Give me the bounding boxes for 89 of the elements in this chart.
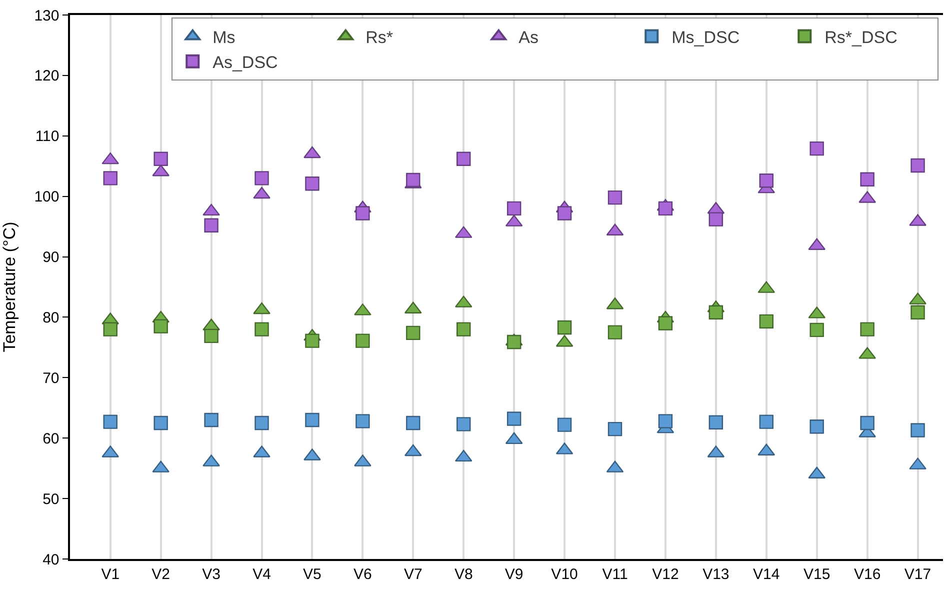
y-tick-label: 110 (35, 128, 60, 146)
x-tick-label: V7 (404, 566, 422, 583)
y-tick-label: 70 (42, 370, 60, 387)
x-tick-label: V2 (152, 566, 170, 583)
point (305, 176, 320, 191)
point (608, 422, 622, 436)
x-tick-label: V3 (202, 566, 220, 583)
point (204, 412, 218, 428)
point (910, 158, 925, 173)
point (253, 302, 270, 314)
x-tick-label: V16 (854, 566, 881, 583)
legend-label: As (518, 28, 538, 47)
legend-label: As_DSC (212, 53, 278, 72)
point (608, 190, 622, 205)
point (810, 322, 824, 338)
y-tick-label: 120 (34, 68, 60, 85)
point (557, 206, 572, 220)
point (860, 416, 874, 430)
point (506, 201, 522, 216)
point (708, 305, 724, 320)
point (202, 204, 220, 216)
point (406, 326, 420, 340)
x-tick-label: V13 (702, 566, 730, 583)
legend-label: Ms (212, 28, 236, 47)
point (658, 414, 673, 428)
y-tick-label: 100 (34, 188, 60, 206)
point (810, 141, 824, 156)
x-tick-label: V10 (551, 566, 578, 583)
point (759, 174, 774, 188)
x-tick-label: V9 (504, 566, 524, 583)
point (305, 412, 320, 428)
y-tick-label: 40 (42, 551, 60, 568)
y-tick-label: 90 (42, 249, 60, 266)
point (506, 412, 522, 426)
point (254, 322, 269, 336)
point (506, 334, 522, 350)
point (103, 171, 118, 186)
point (103, 322, 118, 336)
point (759, 314, 774, 329)
x-tick-label: V12 (652, 566, 679, 583)
x-tick-label: V14 (753, 566, 780, 583)
point (204, 218, 218, 232)
point (154, 319, 168, 334)
x-tick-label: V1 (101, 566, 120, 583)
point (103, 414, 118, 429)
point (608, 325, 622, 340)
point (708, 212, 724, 226)
point (708, 415, 724, 430)
point (658, 201, 673, 216)
point (154, 416, 168, 430)
y-tick-label: 80 (42, 309, 60, 326)
point (860, 322, 874, 336)
point (557, 320, 572, 335)
x-tick-label: V11 (602, 566, 628, 583)
point (304, 146, 321, 158)
x-tick-label: V17 (904, 566, 932, 583)
x-tick-label: V4 (252, 566, 271, 583)
point (456, 417, 471, 432)
point (356, 206, 370, 220)
point (406, 172, 420, 188)
point (254, 171, 269, 186)
point (759, 414, 774, 429)
point (254, 416, 269, 430)
point (154, 152, 168, 166)
y-tick-label: 60 (42, 430, 60, 448)
x-tick-label: V6 (354, 566, 372, 583)
x-tick-label: V5 (303, 566, 322, 583)
point (456, 152, 471, 166)
point (356, 334, 370, 348)
x-tick-label: V15 (803, 566, 830, 583)
legend-label: Rs* (366, 28, 394, 47)
point (305, 334, 320, 348)
point (204, 328, 218, 344)
point (356, 414, 370, 428)
point (810, 420, 824, 434)
y-tick-label: 130 (34, 7, 60, 24)
point (456, 322, 471, 336)
point (860, 172, 874, 187)
y-axis-title: Temperature (°C) (0, 222, 19, 352)
legend-label: Rs*_DSC (824, 28, 898, 47)
point (557, 418, 572, 432)
x-tick-label: V8 (454, 566, 473, 583)
point (406, 416, 420, 430)
point (910, 305, 925, 320)
point (253, 186, 270, 199)
point (658, 316, 673, 330)
legend-label: Ms_DSC (672, 28, 740, 47)
y-tick-label: 50 (42, 490, 60, 508)
point (910, 423, 925, 438)
